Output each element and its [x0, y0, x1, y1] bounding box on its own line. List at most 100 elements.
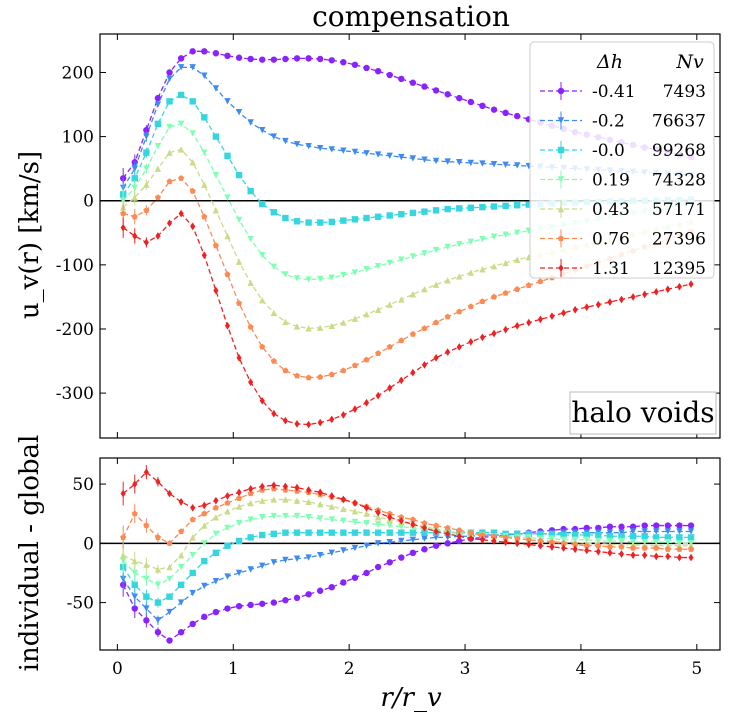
data-point: [166, 178, 173, 185]
data-point: [189, 516, 196, 523]
data-point: [143, 561, 150, 568]
data-point: [131, 175, 138, 182]
data-point: [653, 534, 660, 541]
data-point: [664, 534, 672, 541]
data-point: [479, 531, 486, 538]
data-point: [572, 545, 578, 554]
data-point: [247, 490, 254, 497]
top-panel: -300 -200 -100 0 100 200 Δh Nv -0.41 7493 -0.2 7663…: [56, 33, 721, 439]
data-point: [398, 529, 405, 536]
legend-header-n: Nv: [675, 51, 704, 73]
data-point: [154, 120, 162, 127]
data-point: [490, 533, 498, 539]
data-point: [513, 256, 521, 263]
data-point: [687, 528, 695, 535]
data-point: [316, 55, 324, 63]
data-point: [525, 530, 532, 538]
data-point: [630, 544, 637, 551]
data-point: [606, 543, 613, 550]
data-point: [224, 194, 231, 201]
data-point: [363, 529, 370, 536]
data-point: [259, 482, 265, 491]
data-point: [479, 236, 486, 243]
data-point: [432, 87, 440, 94]
data-point: [363, 503, 370, 512]
data-point: [421, 535, 428, 542]
data-point: [189, 48, 196, 55]
data-point: [212, 504, 219, 511]
data-point: [363, 64, 370, 72]
data-point: [363, 398, 370, 407]
data-point: [653, 552, 659, 561]
data-point: [328, 516, 335, 523]
data-point: [641, 522, 648, 529]
data-point: [491, 329, 497, 338]
x-tick-label: 3: [460, 659, 471, 679]
data-point: [340, 579, 347, 586]
data-point: [201, 181, 208, 188]
data-point: [641, 538, 648, 546]
chart-title: compensation: [312, 0, 510, 33]
data-point: [177, 629, 185, 636]
data-point: [270, 559, 278, 566]
data-point: [432, 157, 440, 165]
data-point: [247, 601, 254, 609]
data-point: [177, 563, 185, 571]
data-point: [293, 529, 301, 536]
data-point: [641, 528, 648, 535]
data-point: [386, 343, 393, 350]
data-point: [235, 569, 243, 577]
data-point: [131, 557, 138, 565]
data-point: [143, 207, 150, 213]
data-point: [687, 534, 695, 541]
data-point: [282, 496, 289, 503]
legend-label: 1.31: [592, 259, 630, 279]
data-point: [143, 593, 150, 600]
data-point: [629, 528, 637, 535]
y-tick-label: -300: [56, 384, 94, 404]
legend-label: 0.19: [592, 171, 630, 191]
data-point: [490, 160, 498, 168]
data-point: [351, 574, 359, 581]
data-point: [316, 275, 324, 283]
data-point: [642, 290, 648, 299]
data-point: [409, 330, 416, 337]
data-point: [166, 219, 173, 228]
data-point: [641, 544, 648, 551]
data-point: [444, 313, 451, 320]
legend-count: 74328: [652, 171, 706, 191]
data-point: [340, 495, 346, 504]
data-point: [479, 102, 486, 110]
data-point: [293, 497, 301, 504]
data-point: [293, 512, 301, 520]
data-point: [259, 343, 266, 350]
data-point: [467, 159, 475, 167]
legend-box: [529, 41, 715, 279]
data-point: [177, 581, 185, 589]
data-point: [131, 165, 138, 172]
data-point: [653, 528, 660, 535]
data-point: [607, 298, 613, 306]
data-point: [224, 271, 231, 278]
data-point: [421, 286, 428, 293]
data-point: [143, 133, 150, 140]
data-point: [201, 522, 208, 529]
x-tick-label: 1: [228, 659, 239, 679]
data-point: [409, 79, 417, 86]
data-point: [305, 219, 312, 226]
data-point: [340, 271, 347, 279]
data-point: [282, 367, 289, 374]
data-point: [189, 620, 196, 628]
bottom-ylabel: individual - global: [15, 435, 45, 672]
data-point: [235, 537, 243, 545]
data-point: [433, 319, 440, 326]
y-tick-label: 50: [72, 475, 94, 495]
data-point: [305, 374, 312, 381]
data-point: [502, 109, 509, 117]
data-point: [490, 293, 498, 300]
data-point: [259, 296, 266, 304]
data-point: [456, 537, 463, 545]
data-point: [606, 533, 614, 540]
series-line: [122, 212, 692, 426]
legend-marker: [557, 176, 565, 183]
